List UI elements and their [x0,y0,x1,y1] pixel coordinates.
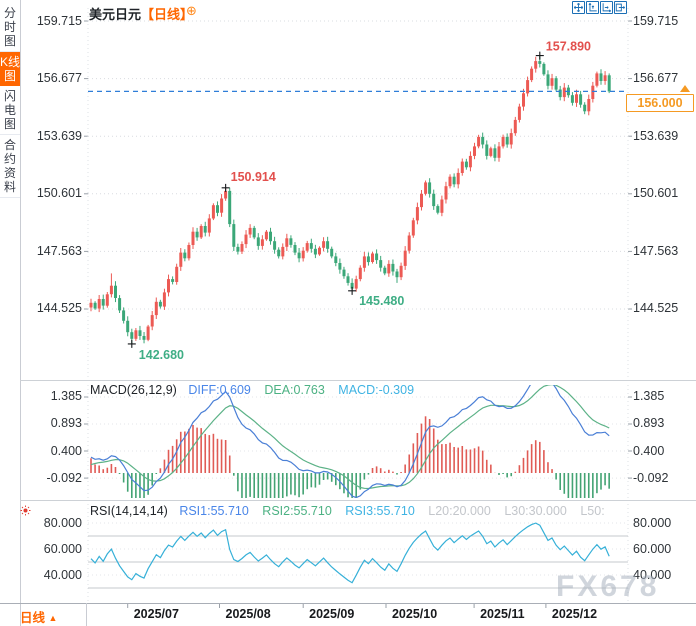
macd-dea-value: DEA:0.763 [264,383,325,397]
price-tick-label: 144.525 [633,301,679,316]
price-tick-label: 159.715 [633,13,679,28]
chevron-up-icon: ▲ [48,613,58,623]
month-label: 2025/12 [551,607,598,621]
price-tick-label: 144.525 [36,301,82,316]
gridlines [84,8,632,602]
panel-separator [20,380,696,381]
rsi-title: RSI(14,14,14) [90,504,168,518]
watermark: FX678 [556,570,660,603]
period-dropdown-label: 日线 [20,611,46,625]
current-price-badge: 156.000 [626,94,694,112]
price-tick-label: 147.563 [36,243,82,258]
rsi-tick-label: 40.000 [633,567,672,582]
sidebar-tab-timeshare[interactable]: 分时图 [0,3,20,52]
sidebar-tab-lightning[interactable]: 闪电图 [0,86,20,135]
sidebar-tab-candlestick[interactable]: K线图 [0,52,20,86]
macd-tick-label: 0.893 [633,416,665,431]
price-annotations: 157.890 150.914 145.480 142.680 [127,40,591,362]
symbol-name: 美元日元 [89,7,142,22]
rsi-tick-label: 60.000 [43,541,82,556]
sidebar: 分时图 K线图 闪电图 合约资料 [0,0,21,626]
rsi1-value: RSI1:55.710 [179,504,249,518]
macd-tick-label: -0.092 [46,470,82,485]
month-label: 2025/08 [225,607,271,621]
price-tick-label: 150.601 [633,186,679,201]
macd-macd-value: MACD:-0.309 [338,383,415,397]
macd-tick-label: 1.385 [633,389,665,404]
period-dropdown[interactable]: 日线 ▲ [20,607,57,626]
macd-tick-label: -0.092 [633,470,669,485]
rsi-settings-icon[interactable] [20,505,31,516]
rsi-header: RSI(14,14,14) RSI1:55.710 RSI2:55.710 RS… [90,504,615,518]
page-title: 美元日元【日线】 [89,4,193,23]
macd-tick-label: 0.400 [633,443,665,458]
svg-text:157.890: 157.890 [546,40,591,54]
rsi3-value: RSI3:55.710 [345,504,415,518]
price-tick-label: 159.715 [36,13,82,28]
rsi-tick-label: 80.000 [43,515,82,530]
price-tick-label: 156.677 [633,71,679,86]
rsi2-value: RSI2:55.710 [262,504,332,518]
month-label: 2025/09 [309,607,355,621]
period-tag: 【日线】 [141,7,194,22]
shift-right-icon[interactable] [614,1,627,14]
scale-y-axis-icon[interactable] [586,1,599,14]
bottom-separator [86,603,87,626]
rsi-l50-value: L50: [580,504,605,518]
macd-tick-label: 0.400 [50,443,82,458]
price-tick-label: 153.639 [633,128,679,143]
current-price-arrow-icon [680,85,690,92]
rsi-plot [90,522,610,584]
month-label: 2025/11 [480,607,525,621]
rsi-tick-label: 40.000 [43,567,82,582]
price-tick-label: 150.601 [36,186,82,201]
macd-header: MACD(26,12,9) DIFF:0.609 DEA:0.763 MACD:… [90,383,424,397]
macd-tick-label: 1.385 [50,389,82,404]
macd-plot [90,385,610,498]
svg-text:150.914: 150.914 [231,170,276,184]
macd-tick-label: 0.893 [50,416,82,431]
svg-text:145.480: 145.480 [359,294,404,308]
move-crosshair-icon[interactable] [572,1,585,14]
month-label: 2025/10 [391,607,438,621]
macd-diff-value: DIFF:0.609 [188,383,251,397]
price-tick-label: 153.639 [36,128,82,143]
add-indicator-icon[interactable]: ⊕ [186,3,197,18]
rsi-tick-label: 80.000 [633,515,672,530]
panel-separator [20,500,696,501]
candlesticks [89,55,611,344]
rsi-l20-value: L20:20.000 [428,504,491,518]
rsi-l30-value: L30:30.000 [504,504,567,518]
macd-title: MACD(26,12,9) [90,383,177,397]
svg-text:142.680: 142.680 [139,348,184,362]
price-tick-label: 156.677 [36,71,82,86]
scale-x-axis-icon[interactable] [600,1,613,14]
price-tick-label: 147.563 [633,243,679,258]
sidebar-tab-contract-info[interactable]: 合约资料 [0,135,20,198]
rsi-tick-label: 60.000 [633,541,672,556]
month-label: 2025/07 [133,607,179,621]
time-axis-line [0,603,696,604]
